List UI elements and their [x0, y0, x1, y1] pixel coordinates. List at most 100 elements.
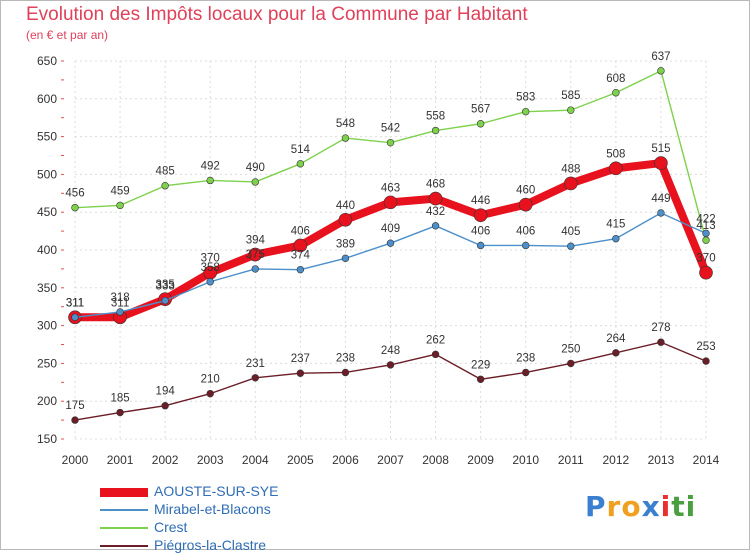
data-point-mirabel-et-blacons: [116, 308, 124, 316]
data-point-mirabel-et-blacons: [251, 265, 259, 273]
data-point-mirabel-et-blacons: [386, 239, 395, 247]
data-label-crest: 413: [696, 220, 715, 232]
x-tick-label: 2013: [648, 453, 675, 467]
data-point-crest: [567, 106, 575, 114]
data-point-pi-gros-la-clastre: [296, 369, 305, 377]
y-tick-label: 300: [37, 319, 57, 333]
grid: [74, 60, 707, 440]
data-point-pi-gros-la-clastre: [657, 338, 665, 346]
data-label-aouste-sur-sye: 394: [246, 235, 266, 247]
data-label-mirabel-et-blacons: 374: [291, 250, 311, 262]
data-point-mirabel-et-blacons: [476, 241, 485, 250]
data-point-crest: [386, 138, 395, 147]
data-point-aouste-sur-sye: [383, 195, 398, 210]
data-point-aouste-sur-sye: [563, 176, 578, 191]
data-point-aouste-sur-sye: [518, 197, 533, 212]
data-label-aouste-sur-sye: 406: [291, 225, 310, 237]
data-point-mirabel-et-blacons: [296, 265, 305, 274]
y-tick-label: 550: [37, 130, 57, 144]
data-point-pi-gros-la-clastre: [341, 368, 350, 377]
legend-label: Piégros-la-Clastre: [154, 537, 267, 553]
series-lines: [68, 67, 713, 424]
x-tick-label: 2009: [467, 453, 494, 467]
proxiti-logo: Proxiti: [585, 490, 697, 523]
data-point-mirabel-et-blacons: [522, 241, 530, 250]
data-point-crest: [116, 201, 124, 210]
data-point-mirabel-et-blacons: [341, 254, 350, 263]
data-label-mirabel-et-blacons: 405: [561, 226, 580, 238]
data-label-pi-gros-la-clastre: 253: [696, 341, 715, 353]
data-point-pi-gros-la-clastre: [476, 375, 485, 383]
data-label-aouste-sur-sye: 440: [336, 200, 355, 212]
chart-title: Evolution des Impôts locaux pour la Comm…: [26, 4, 528, 25]
data-label-pi-gros-la-clastre: 210: [201, 374, 220, 386]
data-point-crest: [206, 176, 214, 185]
data-point-mirabel-et-blacons: [567, 242, 575, 250]
data-point-mirabel-et-blacons: [206, 278, 214, 286]
data-labels: 311 311 335 370 394 406 440 463 468 446 460 488 508 5…: [65, 51, 715, 412]
y-tick-label: 200: [37, 394, 57, 408]
data-point-mirabel-et-blacons: [71, 313, 79, 321]
data-label-aouste-sur-sye: 508: [606, 148, 625, 160]
data-label-pi-gros-la-clastre: 248: [381, 345, 400, 357]
data-label-aouste-sur-sye: 460: [516, 185, 535, 197]
y-tick-label: 450: [37, 205, 57, 219]
data-point-mirabel-et-blacons: [657, 209, 665, 217]
data-point-aouste-sur-sye: [338, 212, 353, 227]
x-tick-label: 2003: [197, 453, 224, 467]
data-point-crest: [296, 160, 305, 168]
data-point-aouste-sur-sye: [654, 156, 668, 170]
legend-swatch: [100, 527, 148, 529]
y-tick-label: 150: [37, 432, 57, 446]
data-point-pi-gros-la-clastre: [71, 416, 79, 424]
data-point-pi-gros-la-clastre: [612, 349, 620, 357]
data-point-aouste-sur-sye: [428, 191, 443, 206]
data-label-aouste-sur-sye: 515: [651, 143, 670, 155]
legend-swatch: [100, 545, 148, 547]
x-tick-label: 2000: [62, 453, 89, 467]
data-label-aouste-sur-sye: 446: [471, 195, 490, 207]
data-label-crest: 485: [156, 166, 175, 178]
data-label-crest: 637: [651, 51, 670, 63]
data-point-pi-gros-la-clastre: [431, 350, 440, 359]
data-label-mirabel-et-blacons: 311: [66, 297, 84, 309]
x-tick-label: 2014: [693, 453, 720, 467]
data-label-aouste-sur-sye: 335: [156, 279, 175, 291]
data-label-pi-gros-la-clastre: 231: [246, 358, 265, 370]
data-point-crest: [476, 120, 485, 128]
data-point-pi-gros-la-clastre: [567, 359, 575, 368]
x-tick-label: 2007: [377, 453, 404, 467]
data-point-pi-gros-la-clastre: [116, 408, 124, 417]
data-point-mirabel-et-blacons: [702, 229, 710, 238]
data-label-pi-gros-la-clastre: 237: [291, 353, 310, 365]
x-tick-label: 2006: [332, 453, 359, 467]
data-point-pi-gros-la-clastre: [522, 368, 530, 377]
x-tick-label: 2011: [558, 453, 584, 467]
y-tick-label: 250: [37, 356, 57, 370]
data-point-aouste-sur-sye: [699, 265, 713, 280]
y-tick-label: 350: [37, 281, 57, 295]
legend-swatch: [100, 487, 148, 497]
data-label-mirabel-et-blacons: 409: [381, 223, 400, 235]
data-label-mirabel-et-blacons: 432: [426, 206, 445, 218]
data-label-crest: 608: [606, 73, 625, 85]
x-tick-label: 2005: [287, 453, 314, 467]
x-tick-label: 2012: [603, 453, 630, 467]
data-point-crest: [657, 67, 665, 75]
data-point-crest: [612, 89, 620, 97]
data-label-mirabel-et-blacons: 318: [110, 292, 129, 304]
data-point-crest: [702, 236, 710, 244]
x-tick-label: 2001: [107, 453, 134, 467]
data-label-pi-gros-la-clastre: 175: [65, 400, 84, 412]
legend-swatch: [100, 509, 148, 511]
data-label-crest: 583: [516, 92, 535, 104]
data-label-mirabel-et-blacons: 333: [156, 281, 175, 293]
data-point-crest: [341, 134, 350, 142]
data-point-crest: [71, 203, 79, 212]
y-tick-label: 650: [37, 54, 57, 68]
data-label-mirabel-et-blacons: 358: [201, 262, 220, 274]
y-tick-label: 600: [37, 92, 57, 106]
data-label-aouste-sur-sye: 370: [201, 253, 220, 265]
